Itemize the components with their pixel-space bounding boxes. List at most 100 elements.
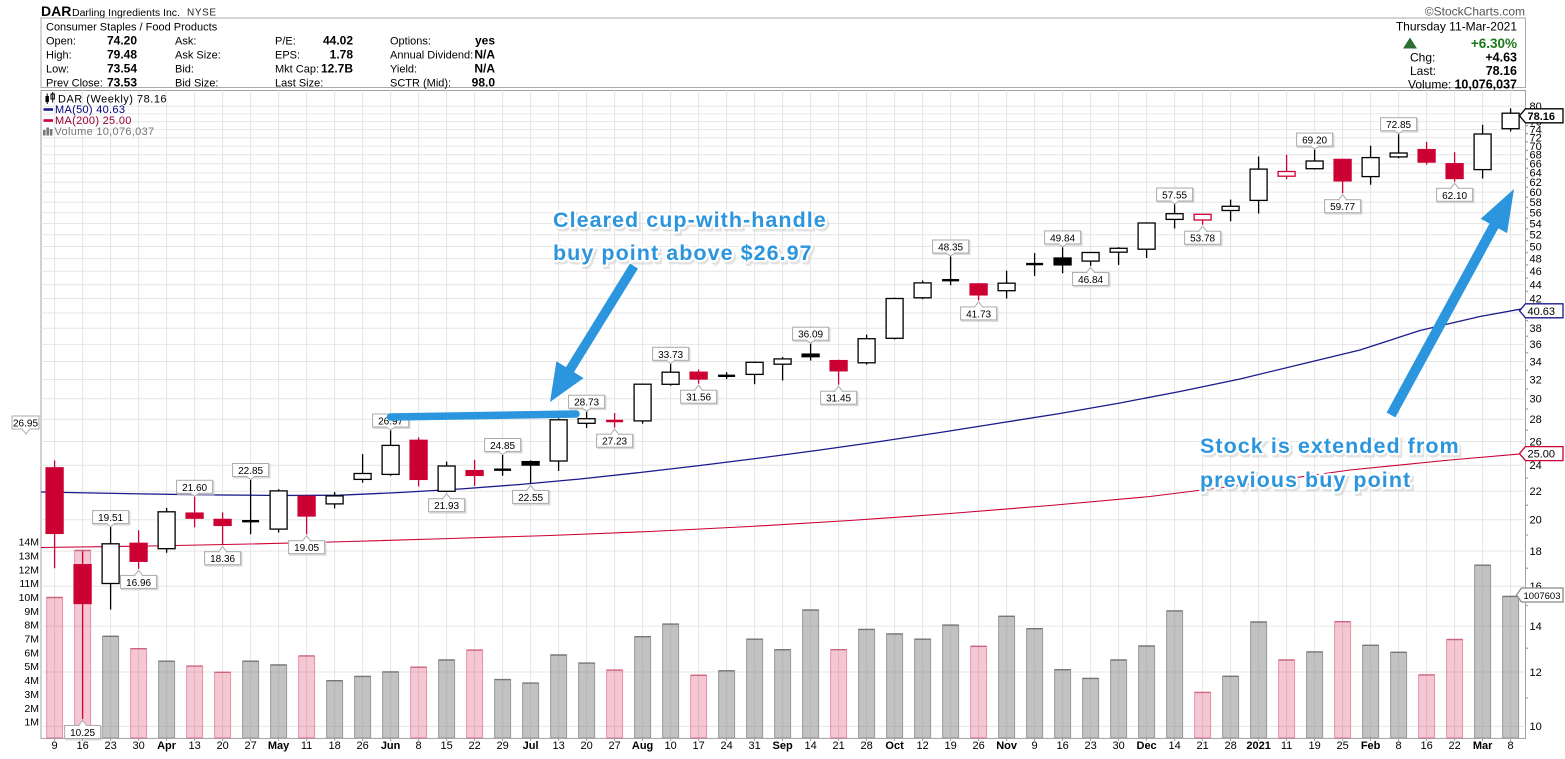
svg-text:44.02: 44.02 — [323, 34, 353, 48]
svg-text:7M: 7M — [24, 634, 39, 646]
svg-text:26: 26 — [356, 740, 368, 752]
svg-text:31: 31 — [748, 740, 760, 752]
svg-text:DAR: DAR — [41, 3, 71, 19]
svg-text:17: 17 — [692, 740, 704, 752]
svg-text:Low:: Low: — [46, 64, 69, 76]
svg-text:buy point above $26.97: buy point above $26.97 — [553, 241, 813, 265]
svg-text:28: 28 — [1224, 740, 1236, 752]
svg-text:70: 70 — [1530, 141, 1542, 153]
svg-text:16: 16 — [76, 740, 88, 752]
svg-text:2M: 2M — [24, 703, 39, 715]
svg-text:6M: 6M — [24, 647, 39, 659]
svg-text:74: 74 — [1530, 124, 1542, 136]
svg-text:30: 30 — [1112, 740, 1124, 752]
svg-text:23: 23 — [1084, 740, 1096, 752]
svg-text:73.54: 73.54 — [107, 62, 137, 76]
svg-text:3M: 3M — [24, 689, 39, 701]
svg-text:Nov: Nov — [996, 740, 1018, 752]
svg-text:+4.63: +4.63 — [1485, 51, 1517, 65]
svg-text:13M: 13M — [19, 551, 39, 563]
svg-text:Oct: Oct — [885, 740, 904, 752]
svg-text:60: 60 — [1530, 187, 1542, 199]
svg-text:16.96: 16.96 — [126, 578, 151, 589]
svg-text:30: 30 — [1530, 394, 1542, 406]
svg-text:25: 25 — [1336, 740, 1348, 752]
svg-text:Options:: Options: — [390, 36, 431, 48]
svg-text:26: 26 — [972, 740, 984, 752]
svg-text:22.55: 22.55 — [518, 493, 543, 504]
svg-text:Mkt Cap:: Mkt Cap: — [275, 64, 319, 76]
svg-text:Thursday 11-Mar-2021: Thursday 11-Mar-2021 — [1396, 20, 1517, 34]
svg-text:66: 66 — [1530, 159, 1542, 171]
svg-text:NYSE: NYSE — [187, 8, 217, 19]
svg-text:+6.30%: +6.30% — [1471, 36, 1517, 51]
svg-text:High:: High: — [46, 50, 72, 62]
svg-text:41.73: 41.73 — [966, 309, 991, 320]
svg-text:EPS:: EPS: — [275, 50, 300, 62]
svg-text:19: 19 — [944, 740, 956, 752]
svg-text:11M: 11M — [19, 578, 39, 590]
svg-text:48: 48 — [1530, 253, 1542, 265]
svg-text:49.84: 49.84 — [1050, 233, 1075, 244]
svg-text:Volume 10,076,037: Volume 10,076,037 — [55, 126, 155, 138]
svg-text:Dec: Dec — [1137, 740, 1157, 752]
svg-text:36: 36 — [1530, 339, 1542, 351]
svg-text:Ask Size:: Ask Size: — [175, 50, 221, 62]
svg-text:Cleared cup-with-handle: Cleared cup-with-handle — [555, 211, 829, 235]
svg-text:Chg:: Chg: — [1410, 51, 1435, 65]
svg-text:24: 24 — [720, 740, 732, 752]
svg-text:20: 20 — [580, 740, 592, 752]
svg-text:28: 28 — [1530, 414, 1542, 426]
svg-text:Stock is extended from: Stock is extended from — [1202, 437, 1462, 461]
svg-text:10M: 10M — [19, 592, 39, 604]
svg-text:26: 26 — [1530, 436, 1542, 448]
svg-text:58: 58 — [1530, 197, 1542, 209]
svg-text:19.51: 19.51 — [98, 513, 123, 524]
svg-text:22: 22 — [468, 740, 480, 752]
svg-text:12M: 12M — [19, 564, 39, 576]
svg-text:Volume:: Volume: — [1408, 78, 1451, 92]
svg-text:57.55: 57.55 — [1162, 191, 1187, 202]
svg-text:20: 20 — [1530, 515, 1542, 527]
svg-text:13: 13 — [552, 740, 564, 752]
svg-text:46.84: 46.84 — [1078, 275, 1103, 286]
svg-text:20: 20 — [216, 740, 228, 752]
svg-text:SCTR (Mid):: SCTR (Mid): — [390, 78, 451, 90]
svg-text:78.16: 78.16 — [1486, 64, 1517, 78]
svg-text:14: 14 — [804, 740, 816, 752]
svg-text:19: 19 — [1308, 740, 1320, 752]
svg-text:33.73: 33.73 — [658, 350, 683, 361]
svg-text:Stock is extended from: Stock is extended from — [1200, 434, 1460, 458]
svg-text:52: 52 — [1530, 230, 1542, 242]
svg-text:8: 8 — [1396, 740, 1402, 752]
svg-text:9M: 9M — [24, 606, 39, 618]
svg-text:1M: 1M — [24, 717, 39, 729]
svg-text:Sep: Sep — [773, 740, 793, 752]
svg-text:72.85: 72.85 — [1386, 120, 1411, 131]
svg-text:14M: 14M — [19, 537, 39, 549]
svg-text:21: 21 — [1196, 740, 1208, 752]
svg-text:18: 18 — [328, 740, 340, 752]
svg-text:Yield:: Yield: — [390, 64, 417, 76]
svg-text:10.25: 10.25 — [70, 728, 95, 739]
svg-text:buy point above $26.97: buy point above $26.97 — [555, 244, 815, 268]
svg-text:14: 14 — [1530, 621, 1542, 633]
svg-text:54: 54 — [1530, 218, 1542, 230]
svg-text:4M: 4M — [24, 675, 39, 687]
svg-text:Consumer Staples / Food Produc: Consumer Staples / Food Products — [46, 22, 218, 34]
svg-text:44: 44 — [1530, 279, 1542, 291]
svg-text:22: 22 — [1448, 740, 1460, 752]
svg-text:Annual Dividend:: Annual Dividend: — [390, 50, 473, 62]
svg-text:46: 46 — [1530, 266, 1542, 278]
svg-text:27: 27 — [244, 740, 256, 752]
svg-text:26.97: 26.97 — [378, 417, 403, 428]
svg-text:May: May — [268, 740, 290, 752]
svg-text:72: 72 — [1530, 133, 1542, 145]
svg-text:Apr: Apr — [157, 740, 177, 752]
svg-text:68: 68 — [1530, 150, 1542, 162]
svg-text:24.85: 24.85 — [490, 441, 515, 452]
svg-text:©StockCharts.com: ©StockCharts.com — [1425, 5, 1525, 19]
svg-text:69.20: 69.20 — [1302, 136, 1327, 147]
svg-text:N/A: N/A — [474, 48, 495, 62]
svg-text:19.05: 19.05 — [294, 543, 319, 554]
